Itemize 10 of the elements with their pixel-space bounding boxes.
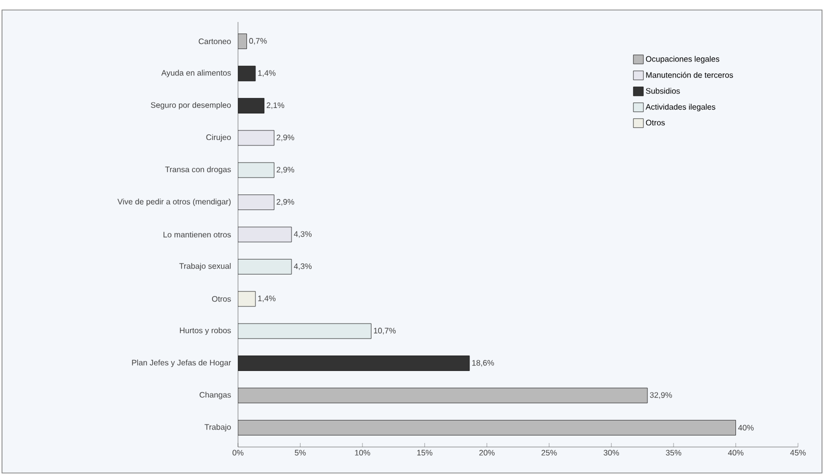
bar <box>238 194 274 210</box>
bar <box>238 130 274 146</box>
bar <box>238 323 372 339</box>
bar <box>238 356 470 371</box>
bar <box>238 98 264 114</box>
bar <box>238 420 736 436</box>
bar <box>238 388 648 404</box>
bar <box>238 259 292 274</box>
bar <box>238 226 292 242</box>
bar <box>238 162 274 178</box>
